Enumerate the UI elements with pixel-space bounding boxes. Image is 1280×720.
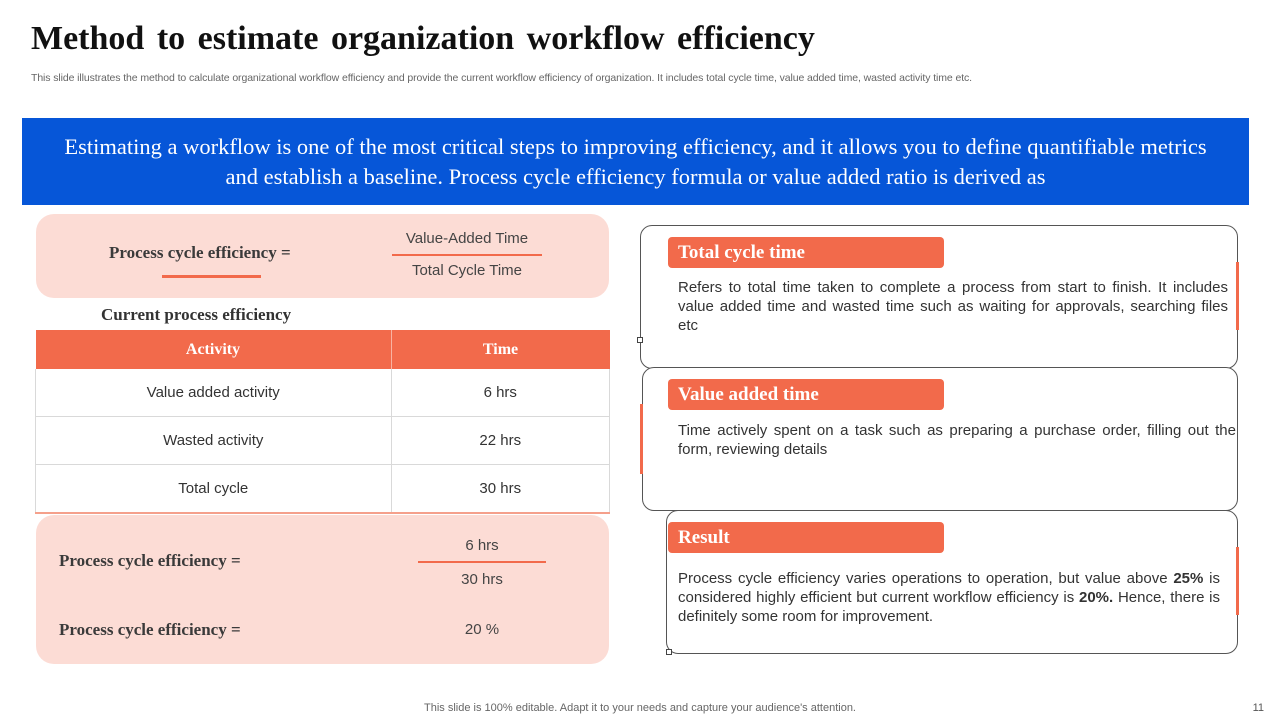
table-cell-time: 30 hrs xyxy=(390,464,610,514)
formula-denominator: Total Cycle Time xyxy=(411,262,523,279)
footer-note: This slide is 100% editable. Adapt it to… xyxy=(424,702,856,714)
slide-subtitle: This slide illustrates the method to cal… xyxy=(31,72,972,84)
table-cell-activity: Value added activity xyxy=(35,369,392,417)
card-accent-bar xyxy=(1236,262,1239,330)
slide-title: Method to estimate organization workflow… xyxy=(31,20,815,57)
result-threshold: 25% xyxy=(1173,570,1204,587)
calc-result-value: 20 % xyxy=(464,621,500,638)
result-current: 20%. xyxy=(1078,589,1114,606)
card-title-result: Result xyxy=(668,522,944,553)
card-accent-bar xyxy=(640,404,643,474)
table-title: Current process efficiency xyxy=(101,305,292,324)
calc-label: Process cycle efficiency = xyxy=(59,551,241,570)
calc-result-label: Process cycle efficiency = xyxy=(59,620,241,639)
card-title-total-cycle-time: Total cycle time xyxy=(668,237,944,268)
calc-denominator: 30 hrs xyxy=(461,571,503,588)
calculation-panel: Process cycle efficiency = 6 hrs 30 hrs … xyxy=(36,515,609,664)
table-cell-time: 6 hrs xyxy=(390,369,610,417)
table-row: Total cycle 30 hrs xyxy=(35,464,610,514)
card-connector-dot xyxy=(637,337,643,343)
formula-panel: Process cycle efficiency = Value-Added T… xyxy=(36,214,609,298)
result-text-2: is considered highly efficient but curre… xyxy=(678,570,1220,606)
result-text-3: Hence, there is definitely some room for… xyxy=(678,589,1220,625)
table-header-time: Time xyxy=(391,330,610,369)
card-title-value-added-time: Value added time xyxy=(668,379,944,410)
card-body-total-cycle-time: Refers to total time taken to complete a… xyxy=(678,279,1228,334)
table-cell-activity: Wasted activity xyxy=(35,416,392,465)
card-body-value-added-time: Time actively spent on a task such as pr… xyxy=(678,422,1236,458)
formula-label: Process cycle efficiency = xyxy=(109,243,291,262)
table-row: Value added activity 6 hrs xyxy=(35,369,610,417)
formula-numerator: Value-Added Time xyxy=(405,230,529,247)
table-header-activity: Activity xyxy=(35,330,392,369)
table-cell-time: 22 hrs xyxy=(390,416,610,465)
efficiency-table: Activity Time Value added activity 6 hrs… xyxy=(35,330,610,514)
banner-text: Estimating a workflow is one of the most… xyxy=(64,133,1207,189)
card-connector-dot xyxy=(666,649,672,655)
table-header-row: Activity Time xyxy=(35,330,610,369)
calc-numerator: 6 hrs xyxy=(465,537,499,554)
table-cell-activity: Total cycle xyxy=(35,464,392,514)
card-body-result: Process cycle efficiency varies operatio… xyxy=(678,569,1220,626)
table-row: Wasted activity 22 hrs xyxy=(35,416,610,465)
card-accent-bar xyxy=(1236,547,1239,615)
formula-underline xyxy=(162,275,261,278)
result-text-1: Process cycle efficiency varies operatio… xyxy=(678,570,1174,587)
calc-fraction-line xyxy=(418,561,546,563)
page-number: 11 xyxy=(1252,702,1264,714)
intro-banner: Estimating a workflow is one of the most… xyxy=(22,118,1249,205)
formula-fraction-line xyxy=(392,254,542,256)
